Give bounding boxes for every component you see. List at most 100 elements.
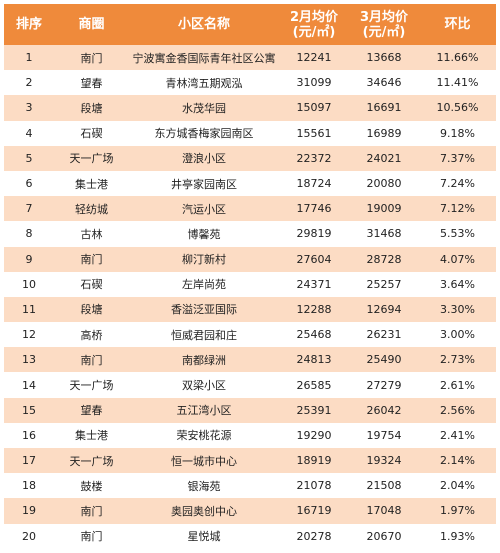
table-row: 12 高桥 恒威君园和庄 25468 26231 3.00% bbox=[4, 322, 496, 348]
cell-change: 3.00% bbox=[419, 322, 496, 348]
cell-mar-price: 16989 bbox=[349, 120, 419, 146]
table-row: 18 鼓楼 银海苑 21078 21508 2.04% bbox=[4, 473, 496, 499]
cell-area: 古林 bbox=[54, 221, 129, 247]
header-mar-price: 3月均价 (元/㎡) bbox=[349, 4, 419, 45]
table-row: 19 南门 奥园奥创中心 16719 17048 1.97% bbox=[4, 498, 496, 524]
cell-rank: 17 bbox=[4, 448, 54, 474]
cell-community-name: 宁波寓金香国际青年社区公寓 bbox=[129, 45, 279, 71]
cell-feb-price: 17746 bbox=[279, 196, 349, 222]
cell-rank: 15 bbox=[4, 397, 54, 423]
header-mar-label: 3月均价 bbox=[359, 9, 409, 25]
cell-feb-price: 24813 bbox=[279, 347, 349, 373]
cell-mar-price: 31468 bbox=[349, 221, 419, 247]
cell-area: 鼓楼 bbox=[54, 473, 129, 499]
cell-change: 2.41% bbox=[419, 422, 496, 448]
cell-mar-price: 27279 bbox=[349, 372, 419, 398]
cell-rank: 5 bbox=[4, 145, 54, 171]
cell-rank: 20 bbox=[4, 523, 54, 549]
cell-feb-price: 15097 bbox=[279, 95, 349, 121]
cell-community-name: 香溢泛亚国际 bbox=[129, 296, 279, 323]
cell-mar-price: 26231 bbox=[349, 322, 419, 348]
cell-mar-price: 19009 bbox=[349, 196, 419, 222]
cell-area: 望春 bbox=[54, 70, 129, 96]
cell-area: 集士港 bbox=[54, 422, 129, 448]
cell-community-name: 奥园奥创中心 bbox=[129, 498, 279, 524]
cell-mar-price: 21508 bbox=[349, 473, 419, 499]
cell-change: 11.66% bbox=[419, 45, 496, 71]
cell-community-name: 星悦城 bbox=[129, 523, 279, 549]
cell-feb-price: 26585 bbox=[279, 372, 349, 398]
cell-change: 11.41% bbox=[419, 70, 496, 96]
cell-community-name: 恒一城市中心 bbox=[129, 448, 279, 474]
cell-rank: 18 bbox=[4, 473, 54, 499]
cell-rank: 6 bbox=[4, 170, 54, 197]
cell-rank: 10 bbox=[4, 271, 54, 297]
cell-change: 7.24% bbox=[419, 170, 496, 197]
cell-area: 集士港 bbox=[54, 170, 129, 197]
cell-change: 2.61% bbox=[419, 372, 496, 398]
header-area: 商圈 bbox=[54, 4, 129, 45]
cell-feb-price: 15561 bbox=[279, 120, 349, 146]
cell-change: 4.07% bbox=[419, 246, 496, 272]
cell-area: 石碶 bbox=[54, 271, 129, 297]
cell-rank: 1 bbox=[4, 45, 54, 71]
cell-change: 2.14% bbox=[419, 448, 496, 474]
cell-rank: 9 bbox=[4, 246, 54, 272]
table-row: 5 天一广场 澄浪小区 22372 24021 7.37% bbox=[4, 145, 496, 171]
cell-mar-price: 19324 bbox=[349, 448, 419, 474]
cell-mar-price: 28728 bbox=[349, 246, 419, 272]
cell-change: 7.12% bbox=[419, 196, 496, 222]
cell-community-name: 博馨苑 bbox=[129, 221, 279, 247]
table-row: 6 集士港 井亭家园南区 18724 20080 7.24% bbox=[4, 170, 496, 197]
cell-feb-price: 20278 bbox=[279, 523, 349, 549]
table-row: 4 石碶 东方城香梅家园南区 15561 16989 9.18% bbox=[4, 120, 496, 146]
cell-community-name: 南都绿洲 bbox=[129, 347, 279, 373]
cell-community-name: 水茂华园 bbox=[129, 95, 279, 121]
cell-feb-price: 19290 bbox=[279, 422, 349, 448]
cell-mar-price: 12694 bbox=[349, 296, 419, 323]
cell-mar-price: 19754 bbox=[349, 422, 419, 448]
cell-area: 南门 bbox=[54, 45, 129, 71]
cell-rank: 11 bbox=[4, 296, 54, 323]
table-row: 8 古林 博馨苑 29819 31468 5.53% bbox=[4, 221, 496, 247]
cell-change: 3.30% bbox=[419, 296, 496, 323]
cell-rank: 19 bbox=[4, 498, 54, 524]
cell-change: 1.97% bbox=[419, 498, 496, 524]
cell-feb-price: 24371 bbox=[279, 271, 349, 297]
table-row: 9 南门 柳汀新村 27604 28728 4.07% bbox=[4, 246, 496, 272]
cell-change: 7.37% bbox=[419, 145, 496, 171]
cell-mar-price: 13668 bbox=[349, 45, 419, 71]
cell-area: 南门 bbox=[54, 347, 129, 373]
cell-mar-price: 17048 bbox=[349, 498, 419, 524]
cell-feb-price: 16719 bbox=[279, 498, 349, 524]
table-row: 3 段塘 水茂华园 15097 16691 10.56% bbox=[4, 95, 496, 121]
cell-change: 9.18% bbox=[419, 120, 496, 146]
price-change-table: 排序 商圈 小区名称 2月均价 (元/㎡) 3月均价 (元/㎡) 环比 1 南门宁… bbox=[4, 4, 496, 549]
cell-feb-price: 31099 bbox=[279, 70, 349, 96]
table-row: 16 集士港 荣安桃花源 19290 19754 2.41% bbox=[4, 422, 496, 448]
header-feb-label: 2月均价 bbox=[289, 9, 339, 25]
header-rank: 排序 bbox=[4, 4, 54, 45]
cell-community-name: 恒威君园和庄 bbox=[129, 322, 279, 348]
table-row: 14 天一广场 双梁小区 26585 27279 2.61% bbox=[4, 372, 496, 398]
cell-feb-price: 29819 bbox=[279, 221, 349, 247]
cell-area: 石碶 bbox=[54, 120, 129, 146]
header-mar-unit: (元/㎡) bbox=[362, 24, 406, 40]
cell-change: 2.04% bbox=[419, 473, 496, 499]
table-row: 1 南门 宁波寓金香国际青年社区公寓 12241 13668 11.66% bbox=[4, 45, 496, 71]
cell-community-name: 澄浪小区 bbox=[129, 145, 279, 171]
table-row: 13 南门 南都绿洲 24813 25490 2.73% bbox=[4, 347, 496, 373]
cell-area: 段塘 bbox=[54, 95, 129, 121]
cell-feb-price: 21078 bbox=[279, 473, 349, 499]
cell-community-name: 柳汀新村 bbox=[129, 246, 279, 272]
cell-change: 2.73% bbox=[419, 347, 496, 373]
header-feb-unit: (元/㎡) bbox=[292, 24, 336, 40]
cell-change: 10.56% bbox=[419, 95, 496, 121]
cell-mar-price: 20080 bbox=[349, 170, 419, 197]
table-row: 2 望春 青林湾五期观泓 31099 34646 11.41% bbox=[4, 70, 496, 96]
cell-area: 天一广场 bbox=[54, 145, 129, 171]
cell-community-name: 左岸尚苑 bbox=[129, 271, 279, 297]
cell-rank: 3 bbox=[4, 95, 54, 121]
cell-area: 南门 bbox=[54, 523, 129, 549]
table-row: 20 南门 星悦城 20278 20670 1.93% bbox=[4, 523, 496, 549]
